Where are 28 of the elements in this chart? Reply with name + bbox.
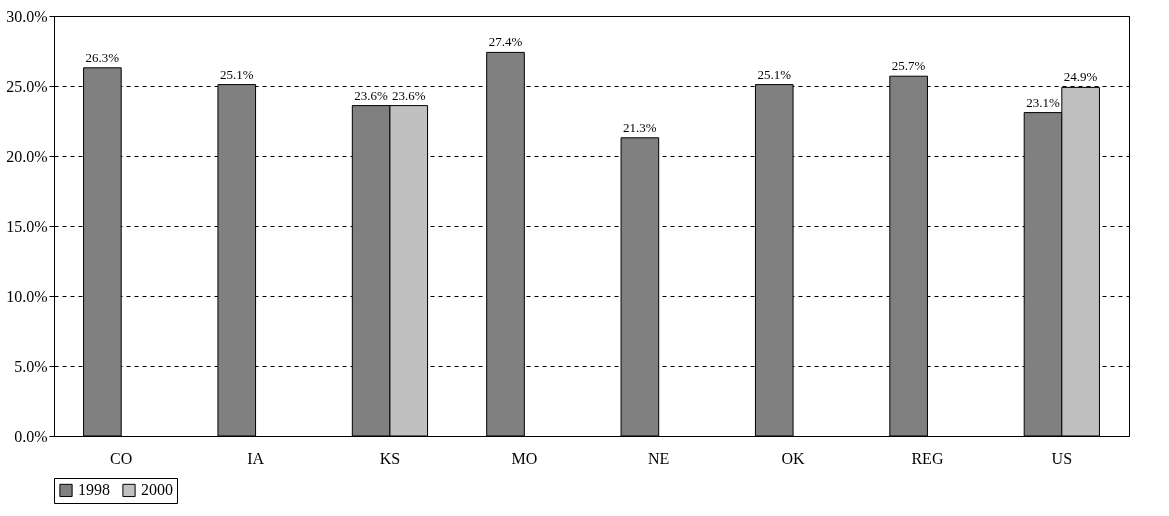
y-tick-label: 30.0% xyxy=(6,7,48,25)
data-label: 23.6% xyxy=(354,87,389,103)
x-tick-label: MO xyxy=(511,449,538,467)
y-tick-label: 10.0% xyxy=(6,287,48,305)
legend-label: 2000 xyxy=(141,481,173,499)
x-tick-label: NE xyxy=(648,449,670,467)
y-tick-label: 25.0% xyxy=(6,77,48,95)
data-label: 26.3% xyxy=(85,49,120,65)
x-tick-label: KS xyxy=(379,449,401,467)
data-label: 25.1% xyxy=(757,66,792,82)
data-label: 23.6% xyxy=(391,87,426,103)
data-label: 21.3% xyxy=(623,119,657,135)
data-label: 25.7% xyxy=(891,58,926,74)
y-tick-label: 15.0% xyxy=(6,217,48,235)
data-label: 27.4% xyxy=(488,34,523,50)
x-tick-label: IA xyxy=(247,449,265,467)
x-tick-label: US xyxy=(1051,449,1073,467)
x-tick-label: CO xyxy=(110,449,133,467)
data-label: 24.9% xyxy=(1063,69,1098,85)
data-label: 23.1% xyxy=(1026,94,1060,110)
x-tick-label: OK xyxy=(781,449,806,467)
x-tick-label: REG xyxy=(911,449,944,467)
bar xyxy=(486,51,525,437)
y-tick-label: 20.0% xyxy=(6,147,48,165)
data-label: 25.1% xyxy=(219,66,254,82)
legend-label: 1998 xyxy=(78,481,110,499)
y-tick-label: 5.0% xyxy=(14,357,48,375)
y-tick-label: 0.0% xyxy=(14,427,48,445)
